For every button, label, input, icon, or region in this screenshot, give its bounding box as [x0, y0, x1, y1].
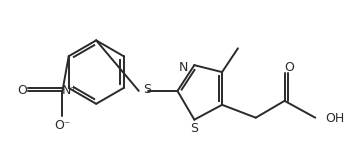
Text: N: N	[179, 61, 188, 74]
Text: O⁻: O⁻	[54, 119, 71, 132]
Text: O: O	[285, 61, 294, 74]
Text: N⁺: N⁺	[61, 84, 77, 97]
Text: S: S	[143, 83, 151, 96]
Text: O: O	[17, 84, 27, 97]
Text: S: S	[190, 122, 198, 135]
Text: OH: OH	[325, 112, 345, 125]
